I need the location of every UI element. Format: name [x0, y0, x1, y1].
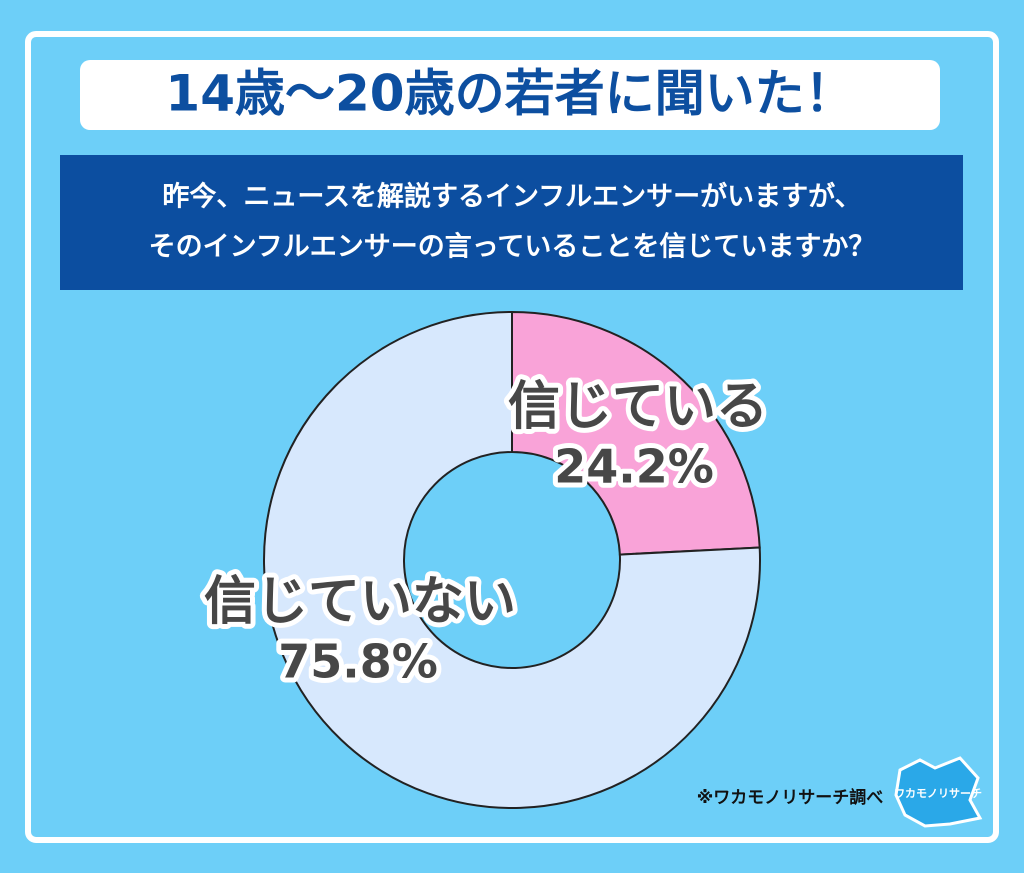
- category-label: 信じていない: [204, 572, 516, 632]
- chart-title: 14歳～20歳の若者に聞いた！: [165, 65, 854, 123]
- source: ※ワカモノリサーチ調べ: [697, 787, 884, 808]
- value-label: 75.8%: [278, 635, 438, 689]
- title-band: [80, 60, 940, 130]
- donut: [263, 310, 761, 809]
- logo-badge: [894, 756, 983, 828]
- question-box: [60, 155, 963, 290]
- subtitle: 昨今、ニュースを解説するインフルエンサーがいますが、: [162, 181, 861, 213]
- slice: [511, 310, 761, 556]
- logo: ワカモノリサーチ: [894, 756, 983, 828]
- logo-text: ワカモノリサーチ: [894, 787, 982, 800]
- category-label: 信じている: [508, 377, 768, 437]
- value-label: 24.2%: [554, 440, 714, 494]
- subtitle: そのインフルエンサーの言っていることを信じていますか？: [149, 232, 876, 263]
- slice: [263, 310, 761, 809]
- frame: [25, 31, 999, 843]
